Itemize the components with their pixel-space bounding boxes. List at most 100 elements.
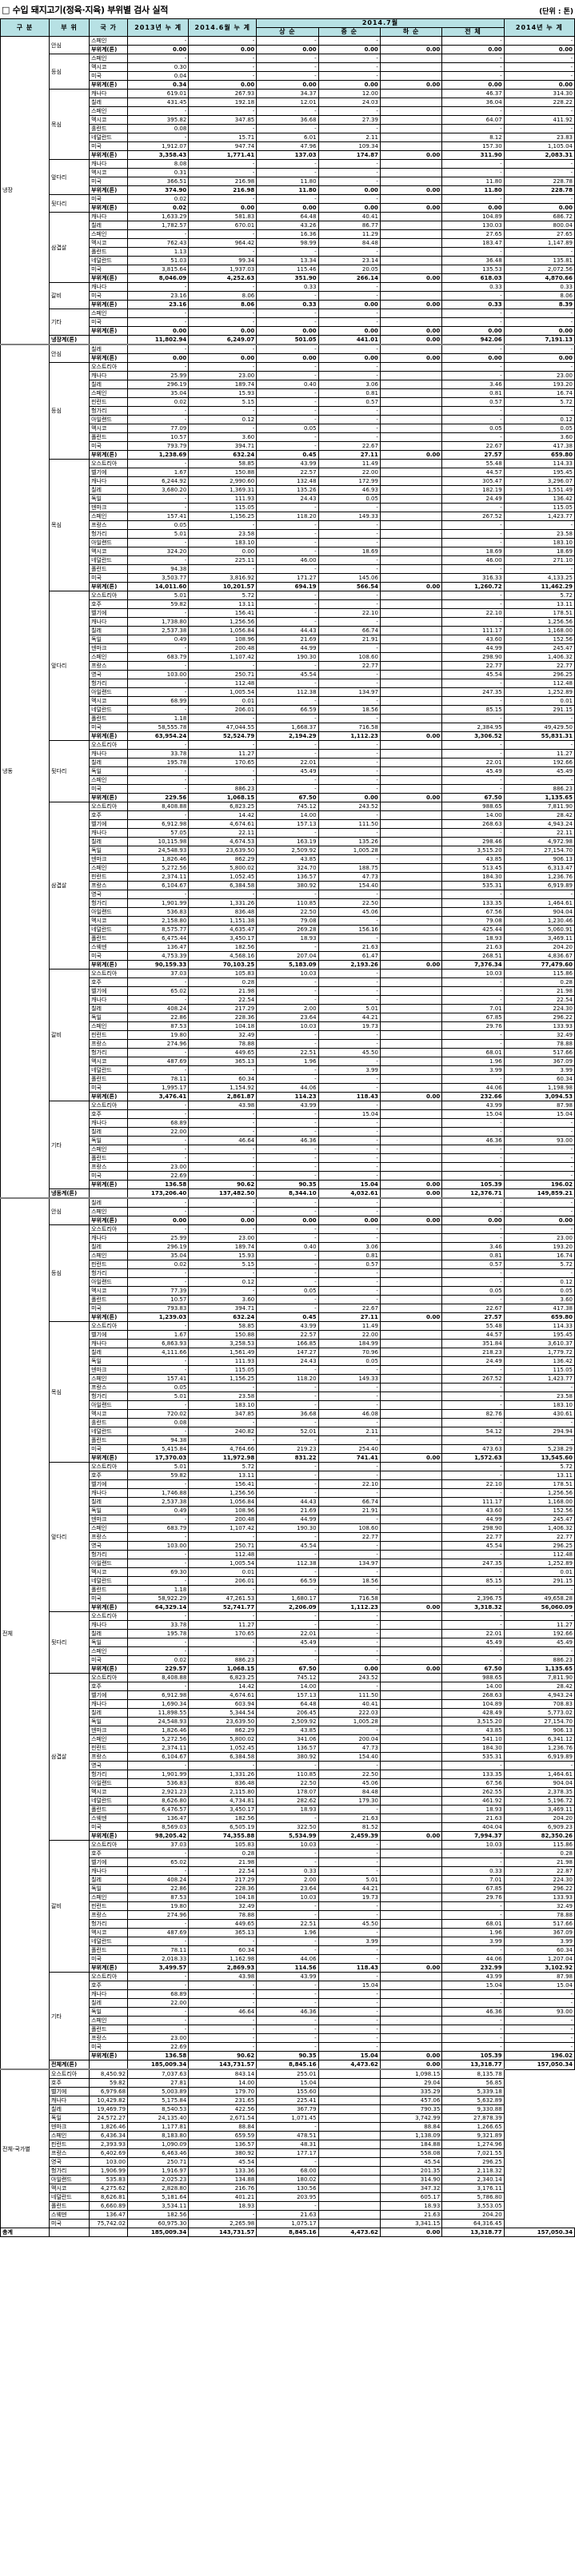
subtotal-label: 부위계(톤) (89, 300, 129, 309)
value-cell: 43.99 (441, 1101, 505, 1110)
value-cell: 5,175.84 (127, 2096, 190, 2105)
value-cell: 2,396.75 (441, 1594, 505, 1603)
value-cell: 36.48 (441, 256, 505, 265)
value-cell: - (256, 2033, 319, 2043)
value-cell (379, 89, 443, 98)
value-cell: 32.49 (188, 1901, 258, 1911)
value-cell: 19.80 (127, 1030, 190, 1040)
value-cell: 206.45 (256, 1708, 319, 1718)
value-cell (379, 1471, 443, 1480)
value-cell: 13.11 (503, 1471, 575, 1480)
value-cell: 22.01 (256, 758, 319, 767)
value-cell: 204.20 (441, 2210, 505, 2220)
value-cell: 136.47 (127, 1814, 190, 1823)
value-cell: 23.58 (503, 529, 575, 539)
value-cell: 513.45 (441, 863, 505, 873)
value-cell: 380.92 (256, 1752, 319, 1762)
value-cell: - (188, 766, 258, 776)
value-cell: 3.99 (503, 1937, 575, 1946)
value-cell: 6,475.44 (127, 934, 190, 943)
value-cell: - (256, 784, 319, 794)
value-cell: 5.01 (317, 1004, 381, 1013)
value-cell: 0.49 (127, 635, 190, 644)
value-cell: 43.85 (256, 854, 319, 864)
value-cell: 18.69 (317, 547, 381, 556)
value-cell (379, 291, 443, 301)
value-cell: 0.00 (379, 1963, 443, 1973)
value-cell (379, 1699, 443, 1709)
value-cell: 43.99 (256, 1972, 319, 1981)
value-cell: - (441, 1207, 505, 1216)
value-cell: - (256, 1171, 319, 1181)
value-cell (379, 388, 443, 398)
country-label: 폴란드 (89, 247, 129, 257)
value-cell: 2,118.32 (441, 2166, 505, 2176)
value-cell (379, 133, 443, 142)
value-cell: - (188, 282, 258, 292)
value-cell: - (317, 2007, 381, 2017)
value-cell: 14,011.60 (127, 582, 190, 591)
value-cell: - (441, 432, 505, 442)
value-cell: 0.00 (379, 793, 443, 802)
value-cell (379, 1532, 443, 1542)
value-cell: 0.00 (317, 203, 381, 213)
value-cell: - (256, 1207, 319, 1216)
value-cell: 11.27 (503, 749, 575, 758)
value-cell (379, 819, 443, 829)
value-cell: 670.01 (188, 221, 258, 230)
value-cell: 0.00 (379, 203, 443, 213)
value-cell: 24.49 (441, 1356, 505, 1366)
value-cell: 143,731.57 (188, 2060, 258, 2070)
value-cell: - (441, 828, 505, 838)
value-cell (379, 555, 443, 565)
value-cell: - (317, 1145, 381, 1154)
value-cell: 10,429.82 (89, 2096, 129, 2105)
value-cell: 250.71 (188, 1541, 258, 1551)
value-cell (379, 898, 443, 908)
col-division: 구 분 (0, 18, 50, 37)
value-cell: 206.01 (188, 705, 258, 715)
value-cell: 43.26 (256, 221, 319, 230)
value-cell (379, 1761, 443, 1770)
value-cell: 45.50 (317, 1919, 381, 1929)
value-cell: 184.30 (441, 1743, 505, 1753)
value-cell (379, 177, 443, 186)
col-cum-2013: 2013년 누 계 (127, 18, 190, 37)
value-cell: 13.11 (503, 599, 575, 609)
value-cell: 22.67 (317, 441, 381, 451)
value-cell: 180.02 (256, 2175, 319, 2184)
value-cell: 37.03 (127, 969, 190, 978)
value-cell: 7,994.37 (441, 1831, 505, 1841)
value-cell: 228.36 (188, 1013, 258, 1022)
value-cell: 27.11 (317, 1312, 381, 1322)
value-cell: 5,238.29 (503, 1444, 575, 1454)
value-cell: 18.56 (317, 705, 381, 715)
value-cell: - (317, 591, 381, 600)
value-cell (379, 828, 443, 838)
value-cell: 1,198.98 (503, 1083, 575, 1093)
value-cell: 182.56 (188, 1814, 258, 1823)
value-cell: - (317, 309, 381, 318)
country-label: 프랑스 (89, 1532, 129, 1542)
value-cell: 15.04 (441, 1109, 505, 1119)
value-cell: 1,112.23 (317, 1603, 381, 1612)
value-cell: 1,256.56 (188, 1488, 258, 1498)
value-cell: 27.57 (441, 1312, 505, 1322)
value-cell: 1,668.37 (256, 723, 319, 732)
country-label: 폴란드 (89, 564, 129, 574)
value-cell: 4,836.67 (503, 951, 575, 961)
value-cell: 22.01 (256, 1629, 319, 1638)
value-cell: - (256, 714, 319, 723)
value-cell: 35.04 (127, 1251, 190, 1260)
col-country: 국 가 (89, 18, 129, 37)
value-cell: 245.47 (503, 643, 575, 653)
value-cell: - (317, 784, 381, 794)
value-cell: 6,104.67 (127, 881, 190, 890)
value-cell: 2,072.56 (503, 265, 575, 274)
subtotal-label: 부위계(톤) (89, 150, 129, 160)
value-cell: 10.03 (441, 969, 505, 978)
value-cell: 23.16 (127, 291, 190, 301)
country-label: 스페인 (89, 388, 129, 398)
country-label: 핀란드 (89, 1030, 129, 1040)
value-cell: - (503, 1761, 575, 1770)
